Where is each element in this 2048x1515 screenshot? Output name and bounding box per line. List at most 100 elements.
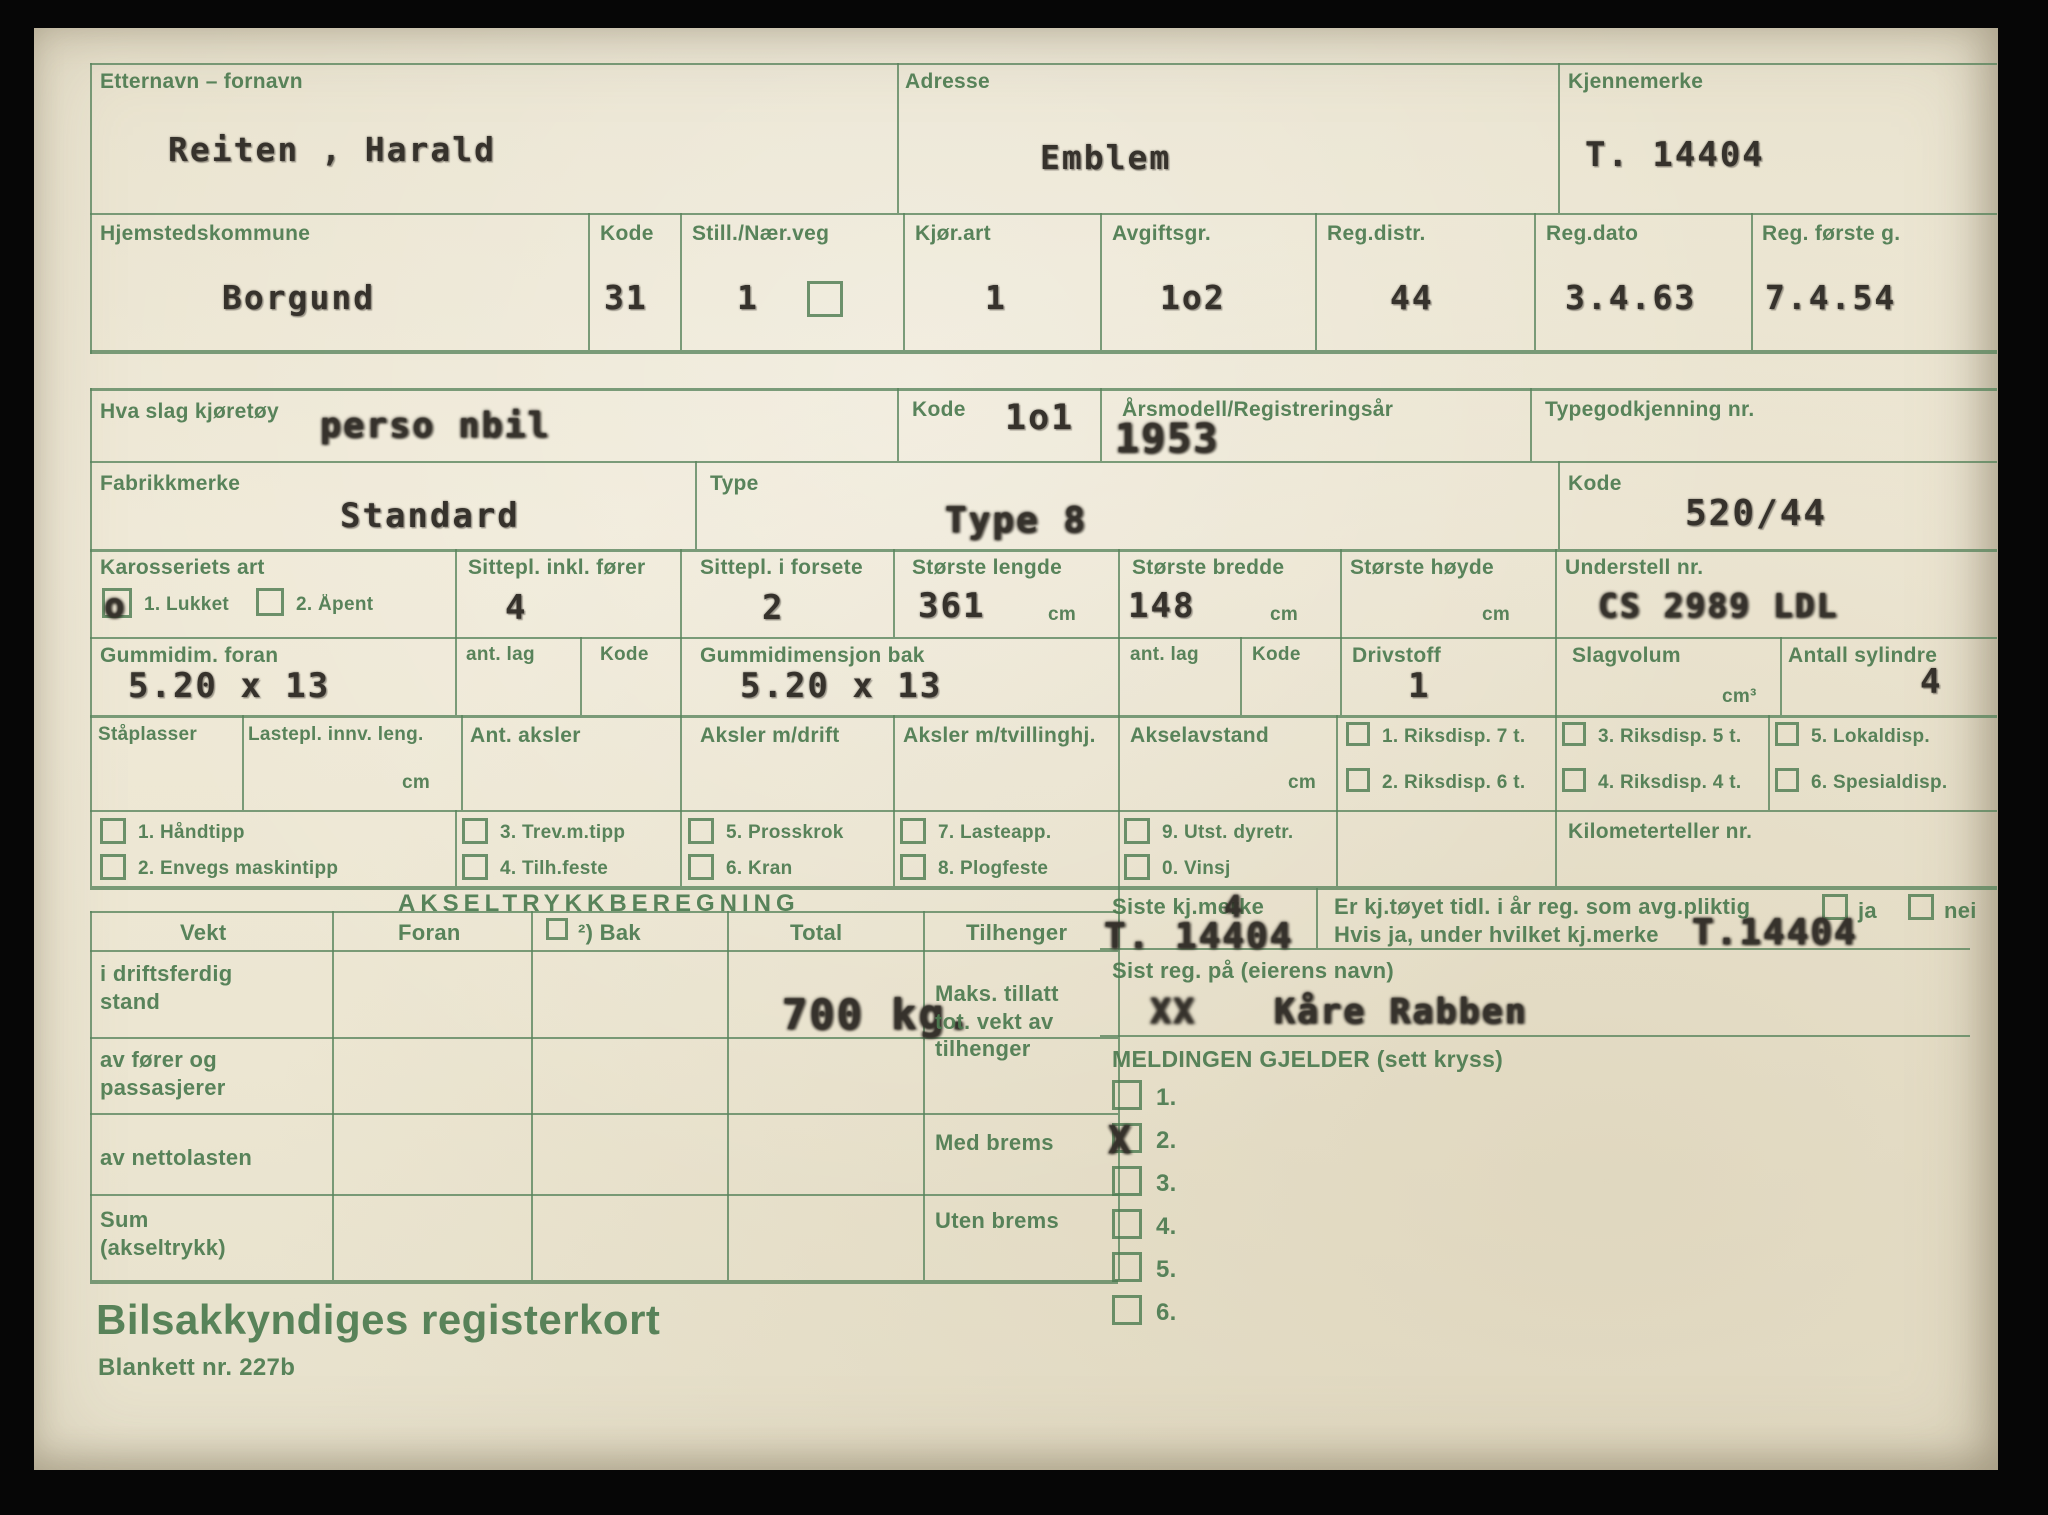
divider — [90, 1194, 1118, 1196]
divider — [680, 715, 682, 810]
body-closed-label: 1. Lukket — [144, 594, 230, 615]
row-nettolast: av nettolasten — [100, 1145, 253, 1170]
divider — [1530, 388, 1532, 461]
divider — [455, 637, 457, 715]
riksdisp5-label: 3. Riksdisp. 5 t. — [1598, 726, 1742, 747]
divider — [897, 63, 899, 213]
divider — [1534, 213, 1536, 350]
with-brakes-label: Med brems — [935, 1130, 1054, 1155]
divider — [1340, 549, 1342, 637]
front-ply-label: ant. lag — [466, 644, 535, 665]
envegs-label: 2. Envegs maskintipp — [138, 858, 339, 879]
code-value: 31 — [604, 278, 648, 317]
divider — [1555, 810, 1557, 886]
divider — [680, 213, 682, 350]
divider — [1240, 637, 1242, 715]
divider — [531, 911, 533, 1280]
divider — [90, 388, 92, 886]
divider — [1118, 715, 1120, 810]
melding-1-label: 1. — [1156, 1084, 1177, 1111]
code-label: Kode — [600, 222, 654, 245]
driven-axles-label: Aksler m/drift — [700, 724, 840, 747]
ja-checkbox — [1822, 894, 1848, 920]
model-year-label: Årsmodell/Registreringsår — [1122, 398, 1394, 421]
lasteapp-checkbox — [900, 818, 926, 844]
vehicle-kind-label: Hva slag kjøretøy — [100, 400, 280, 423]
divider — [242, 715, 244, 810]
divider — [1558, 63, 1560, 213]
regdistr-value: 44 — [1390, 278, 1434, 317]
seats-incl-driver-value: 4 — [505, 588, 528, 628]
axle-count-label: Ant. aksler — [470, 724, 581, 747]
riksdisp6-label: 2. Riksdisp. 6 t. — [1382, 772, 1526, 793]
vinsj-checkbox — [1124, 854, 1150, 880]
last-plate-label: Siste kj.merke — [1112, 894, 1265, 919]
seats-incl-driver-label: Sittepl. inkl. fører — [468, 556, 646, 579]
rear-tyre-code-label: Kode — [1252, 644, 1301, 665]
address-value: Emblem — [1040, 138, 1172, 177]
kran-checkbox — [688, 854, 714, 880]
row-driftsferdig: i driftsferdig stand — [100, 961, 233, 1014]
divider — [90, 911, 1118, 913]
regdistr-label: Reg.distr. — [1327, 222, 1426, 245]
prosskrok-checkbox — [688, 818, 714, 844]
divider — [90, 63, 92, 354]
dyretr-checkbox — [1124, 818, 1150, 844]
lokaldisp-checkbox — [1775, 722, 1799, 746]
kran-label: 6. Kran — [726, 858, 793, 879]
handtipp-label: 1. Håndtipp — [138, 822, 245, 843]
rear-tyre-value: 5.20 x 13 — [740, 666, 943, 706]
spesialdisp-label: 6. Spesialdisp. — [1811, 772, 1948, 793]
standing-places-label: Ståplasser — [98, 724, 198, 745]
handtipp-checkbox — [100, 818, 126, 844]
prosskrok-label: 5. Prosskrok — [726, 822, 844, 843]
axle-table-title: AKSELTRYKKBEREGNING — [398, 890, 800, 917]
divider — [332, 911, 334, 1280]
divider — [1558, 461, 1560, 549]
divider — [1555, 549, 1557, 637]
melding-2-check-mark: X — [1108, 1118, 1133, 1162]
notice-concerns-label: MELDINGEN GJELDER (sett kryss) — [1112, 1046, 1504, 1072]
divider — [90, 911, 92, 1280]
prev-registered-label: Er kj.tøyet tidl. i år reg. som avg.plik… — [1334, 894, 1751, 919]
plogfeste-checkbox — [900, 854, 926, 880]
divider — [1768, 715, 1770, 810]
body-closed-mark: o — [104, 586, 127, 626]
melding-4-checkbox — [1112, 1209, 1142, 1239]
front-seats-label: Sittepl. i forsete — [700, 556, 863, 579]
plate-label: Kjennemerke — [1568, 70, 1704, 93]
rear-ply-label: ant. lag — [1130, 644, 1199, 665]
without-brakes-label: Uten brems — [935, 1208, 1060, 1233]
type-approval-label: Typegodkjenning nr. — [1545, 398, 1755, 421]
load-length-unit: cm — [402, 772, 431, 793]
surname-label: Etternavn – fornavn — [100, 70, 303, 93]
divider — [1118, 637, 1120, 715]
regdato-label: Reg.dato — [1546, 222, 1639, 245]
divider — [1555, 637, 1557, 715]
divider — [90, 350, 1997, 354]
col-bak: ²) Bak — [578, 920, 641, 945]
divider — [923, 911, 925, 1280]
divider — [90, 950, 1118, 952]
wheelbase-unit: cm — [1288, 772, 1317, 793]
still-label: Still./Nær.veg — [692, 222, 830, 245]
spesialdisp-checkbox — [1775, 768, 1799, 792]
lokaldisp-label: 5. Lokaldisp. — [1811, 726, 1930, 747]
front-tyre-label: Gummidim. foran — [100, 644, 279, 667]
fuel-value: 1 — [1408, 666, 1431, 706]
still-checkbox — [807, 281, 843, 317]
melding-2-checkbox — [1112, 1123, 1142, 1153]
body-closed-checkbox — [102, 588, 132, 618]
owner-name-value: Kåre Rabben — [1274, 992, 1528, 1032]
divider — [90, 388, 1997, 391]
divider — [90, 63, 1997, 65]
dyretr-label: 9. Utst. dyretr. — [1162, 822, 1294, 843]
type-value: Type 8 — [945, 500, 1088, 541]
divider — [1315, 213, 1317, 350]
municipality-value: Borgund — [222, 278, 376, 317]
ja-label: ja — [1858, 898, 1877, 923]
displacement-label: Slagvolum — [1572, 644, 1681, 667]
vinsj-label: 0. Vinsj — [1162, 858, 1231, 879]
register-card: Etternavn – fornavn Adresse Kjennemerke … — [34, 28, 1998, 1470]
municipality-label: Hjemstedskommune — [100, 222, 311, 245]
